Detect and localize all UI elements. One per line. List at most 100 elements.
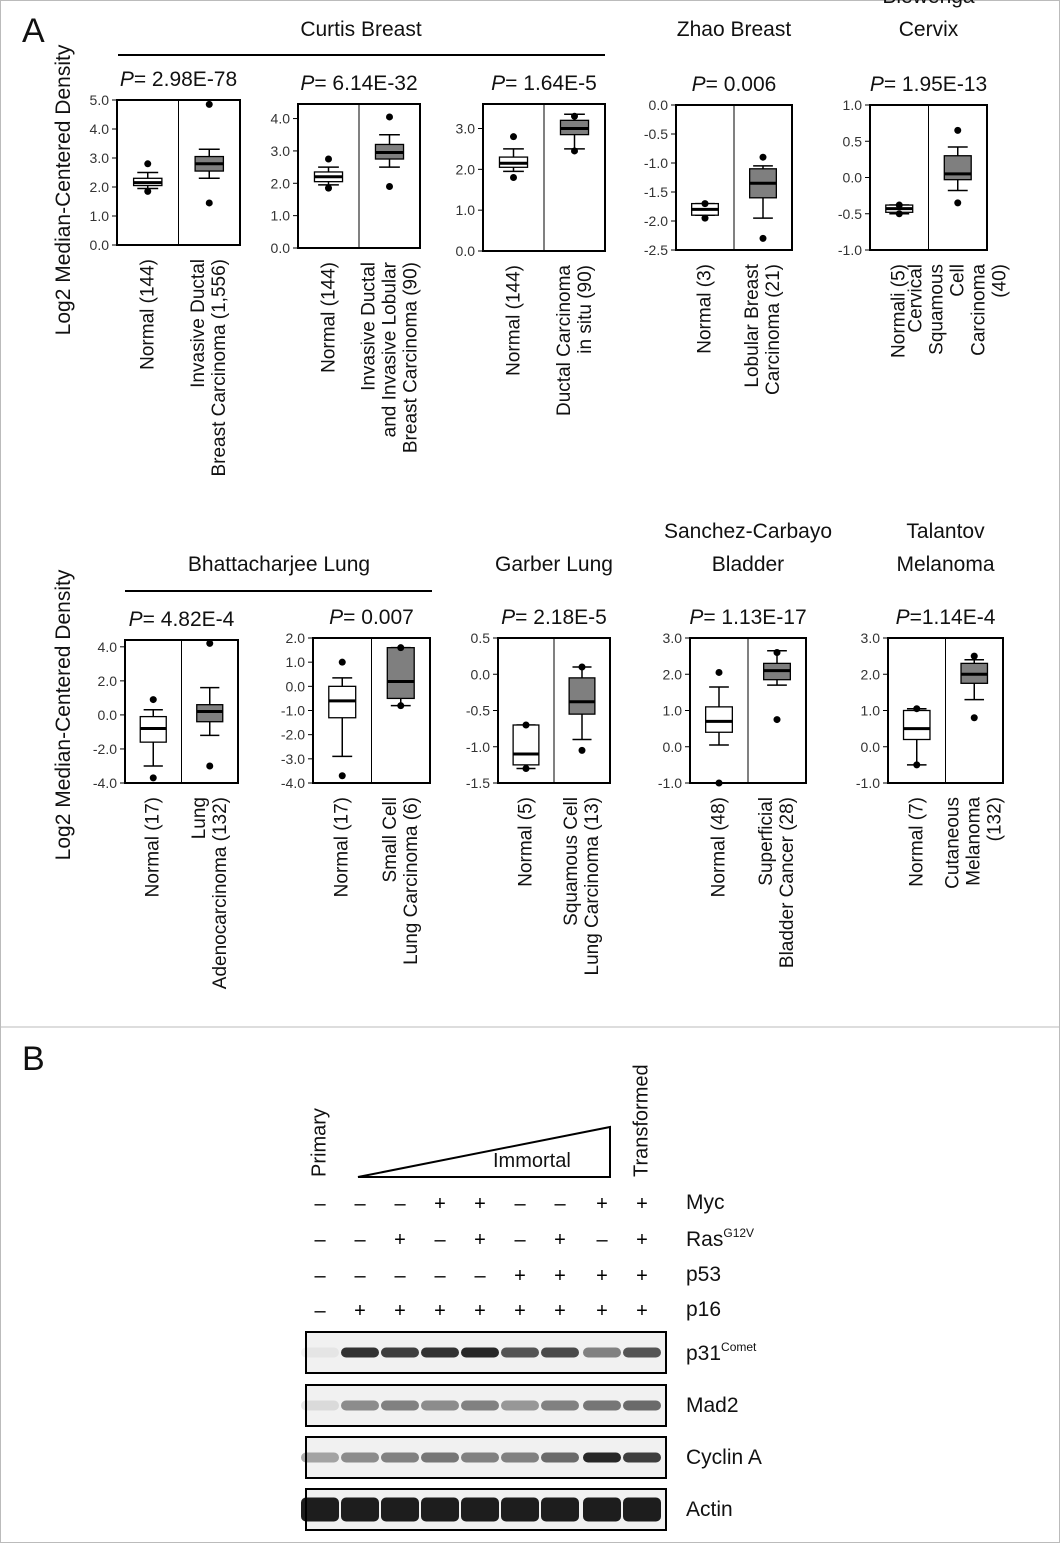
outlier [579, 664, 586, 671]
sign: – [314, 1265, 326, 1287]
category-label: Ductal Carcinoma in situ (90) [554, 265, 596, 416]
category-label: Normal (3) [695, 264, 716, 354]
outlier [702, 200, 709, 207]
outlier [144, 188, 151, 195]
y-tick-label: 1.0 [286, 654, 306, 670]
p-symbol: P [689, 606, 703, 629]
p-text: = 1.95E-13 [884, 73, 987, 96]
protein-label: Mad2 [686, 1394, 739, 1418]
blot-band [541, 1498, 579, 1522]
y-tick-label: 3.0 [663, 630, 683, 646]
condition-name: p16 [686, 1298, 721, 1321]
y-tick-label: 0.0 [861, 739, 881, 755]
y-tick-label: 0.5 [843, 133, 863, 149]
y-tick-label: 2.0 [286, 630, 306, 646]
p-value: P= 1.64E-5 [491, 73, 597, 94]
sign: – [434, 1265, 446, 1287]
p-value: P= 0.006 [692, 74, 777, 95]
p-value: P= 0.007 [329, 607, 414, 628]
p-text: = 0.006 [706, 73, 777, 96]
y-tick-label: 2.0 [456, 161, 476, 177]
panel-label: B [22, 1040, 45, 1079]
sign: – [554, 1193, 566, 1215]
p-value: P= 2.98E-78 [120, 69, 237, 90]
category-label: Normal (17) [332, 797, 353, 897]
y-tick-label: 1.0 [663, 703, 683, 719]
lane-label: Primary [310, 1108, 331, 1177]
sign: + [474, 1229, 486, 1251]
sign: – [354, 1265, 366, 1287]
p-text: = 1.64E-5 [505, 72, 597, 95]
outlier [760, 154, 767, 161]
y-axis-label: Log2 Median-Centered Density [52, 570, 76, 861]
category-label: Lobular Breast Carcinoma (21) [742, 264, 784, 395]
y-tick-label: -2.0 [93, 741, 117, 757]
figure-graphics: 0.01.02.03.04.05.00.01.02.03.04.00.01.02… [0, 0, 1060, 1543]
outlier [896, 210, 903, 217]
p-symbol: P [300, 72, 314, 95]
condition-label: p16 [686, 1298, 721, 1322]
sign: + [514, 1300, 526, 1322]
blot-band [541, 1348, 579, 1358]
condition-label: RasG12V [686, 1226, 754, 1252]
y-tick-label: -0.5 [466, 703, 490, 719]
y-tick-label: -4.0 [93, 775, 117, 791]
group-title: Bhattacharjee Lung [188, 548, 370, 581]
box [944, 156, 971, 180]
p-symbol: P [501, 606, 515, 629]
sign: – [474, 1265, 486, 1287]
sign: – [314, 1193, 326, 1215]
sign: – [354, 1229, 366, 1251]
outlier [971, 653, 978, 660]
outlier [510, 174, 517, 181]
y-tick-label: 0.0 [456, 243, 476, 259]
outlier [386, 113, 393, 120]
blot-band [623, 1348, 661, 1358]
chart-title: Biewenga Cervix [863, 0, 995, 46]
category-label: Invasive Ductal and Invasive Lobular Bre… [358, 262, 421, 453]
condition-label: p53 [686, 1263, 721, 1287]
p-text: = 2.98E-78 [134, 68, 237, 91]
category-label: Normal (17) [143, 797, 164, 897]
outlier [386, 183, 393, 190]
protein-superscript: Comet [721, 1340, 756, 1354]
blot-band [501, 1348, 539, 1358]
box [387, 648, 414, 699]
outlier [579, 747, 586, 754]
p-text: =1.14E-4 [910, 606, 996, 629]
category-label: Cutaneous Melanoma (132) [943, 797, 1006, 889]
outlier [774, 716, 781, 723]
blot-band [421, 1401, 459, 1411]
sign: – [354, 1193, 366, 1215]
category-label: Normal (144) [503, 265, 524, 376]
y-tick-label: -1.5 [644, 184, 668, 200]
y-tick-label: -2.0 [281, 727, 305, 743]
sign: + [596, 1265, 608, 1287]
blot-band [421, 1453, 459, 1463]
sign: + [514, 1265, 526, 1287]
sign: – [434, 1229, 446, 1251]
chart-title: Garber Lung [495, 548, 613, 581]
blot-band [541, 1401, 579, 1411]
p-symbol: P [896, 606, 910, 629]
outlier [774, 649, 781, 656]
p-symbol: P [692, 73, 706, 96]
blot-band [341, 1348, 379, 1358]
outlier [913, 705, 920, 712]
y-tick-label: -1.0 [856, 775, 880, 791]
blot-band [341, 1453, 379, 1463]
outlier [150, 774, 157, 781]
y-tick-label: 0.0 [271, 240, 291, 256]
outlier [523, 765, 530, 772]
p-symbol: P [329, 606, 343, 629]
blot-band [381, 1401, 419, 1411]
sign: + [636, 1193, 648, 1215]
sign: + [636, 1300, 648, 1322]
y-tick-label: 0.0 [663, 739, 683, 755]
y-tick-label: 2.0 [663, 666, 683, 682]
sign: – [314, 1300, 326, 1322]
box [197, 705, 223, 722]
y-tick-label: 1.0 [90, 208, 110, 224]
y-tick-label: 3.0 [90, 150, 110, 166]
outlier [896, 202, 903, 209]
